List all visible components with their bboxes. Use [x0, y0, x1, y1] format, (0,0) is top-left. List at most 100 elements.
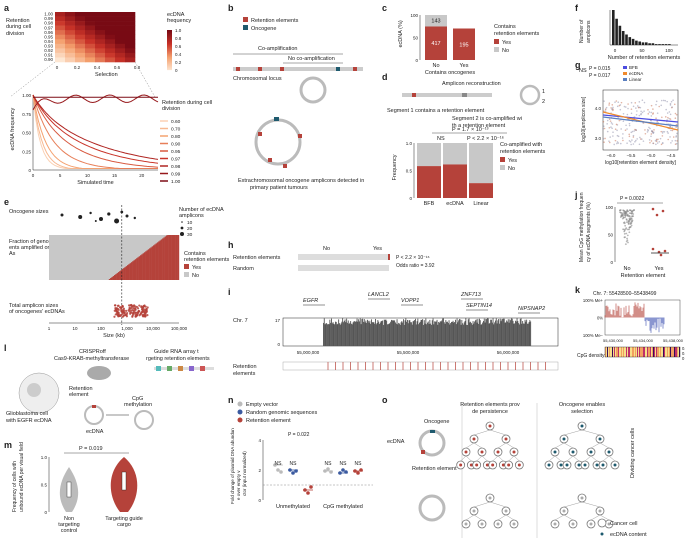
legend-label: 0.98	[171, 164, 181, 170]
coverage-bar	[468, 319, 469, 346]
bar-yes	[166, 235, 168, 280]
heat-cell	[105, 53, 115, 58]
amplicon-dot	[132, 314, 134, 316]
o-branch	[461, 456, 466, 461]
g-legend-label: ecDNA	[629, 71, 643, 76]
o-t1b: de persistence	[472, 409, 508, 415]
g-legend-label: BFB	[629, 65, 638, 70]
g-point	[609, 127, 611, 129]
g-point	[629, 123, 631, 125]
heat-cell	[125, 12, 135, 17]
colorbar-step	[167, 68, 172, 69]
o-content	[507, 464, 510, 467]
g-point	[651, 140, 653, 142]
gene-label: NIPSNAP2	[518, 306, 545, 312]
j-point-no	[626, 241, 628, 243]
g-point	[647, 130, 649, 132]
g-point	[625, 124, 627, 126]
amplicon-dot	[138, 314, 140, 316]
colorbar-tick: 0.4	[175, 52, 182, 57]
c-legend-yes: Yes	[502, 40, 511, 46]
g-point	[626, 128, 628, 130]
g-point	[651, 131, 653, 133]
o-branch	[591, 456, 597, 461]
heat-cell	[75, 26, 85, 31]
g-point	[670, 118, 672, 120]
bar-yes	[150, 247, 152, 280]
i-track1: Retention	[233, 364, 257, 370]
g-point	[633, 143, 635, 145]
cpg-cell	[667, 347, 668, 357]
m-cat2b: cargo	[117, 522, 131, 528]
colorbar-step	[167, 60, 172, 61]
g-point	[611, 104, 613, 106]
m-p: P = 0.019	[79, 446, 103, 452]
coverage-bar	[497, 320, 498, 346]
coverage-bar	[498, 319, 499, 346]
o-branch	[506, 443, 514, 448]
g-point	[633, 106, 635, 108]
g-point	[624, 106, 626, 108]
g-point	[612, 135, 614, 137]
g-legend-label: Linear	[629, 77, 642, 82]
coverage-bar	[409, 320, 410, 346]
heat-cell	[115, 53, 125, 58]
heat-cell	[65, 48, 75, 53]
cpg-cell	[637, 347, 638, 357]
d-n1: 1	[542, 89, 545, 95]
o-content	[473, 438, 476, 441]
coverage-bar	[505, 322, 506, 346]
locus-marker	[336, 67, 340, 71]
chromosome	[233, 67, 363, 71]
oncogene-dot	[99, 217, 103, 221]
cpg-cell	[669, 347, 670, 357]
n-ns: NS	[290, 461, 298, 467]
line-chart-a: 1.00 0.75 0.50 0.25 00 5 10 15 20 Simulated time e…	[8, 90, 183, 190]
coverage-bar	[413, 321, 414, 346]
g-point	[656, 101, 658, 103]
g-point	[670, 103, 672, 105]
h-row-random: Random	[233, 266, 254, 272]
e-xtick: 1,000	[121, 326, 133, 331]
coverage-bar	[511, 318, 512, 346]
g-point	[603, 138, 605, 140]
o-content	[554, 523, 557, 526]
coverage-bar	[474, 322, 475, 346]
series-line	[33, 95, 158, 169]
coverage-bar	[500, 319, 501, 346]
o-branch	[555, 515, 564, 520]
b-legend-onc: Oncogene	[251, 26, 276, 32]
o-content	[608, 451, 611, 454]
coverage-bar	[328, 324, 329, 346]
bar-yes	[126, 266, 128, 280]
n-cat1: Unmethylated	[276, 504, 310, 510]
g-point	[657, 142, 659, 144]
amplicon-dot	[128, 308, 130, 310]
dcas9	[87, 366, 111, 380]
coverage-bar	[506, 320, 507, 346]
g-point	[671, 106, 673, 108]
j-point-no	[622, 209, 624, 211]
coverage-bar	[522, 321, 523, 346]
g-point	[647, 109, 649, 111]
heat-cell	[115, 35, 125, 40]
cpg-cell	[611, 347, 612, 357]
cpg-cell	[613, 347, 614, 357]
cpg-cell	[643, 347, 644, 357]
gene-label: EGFR	[303, 298, 318, 304]
coverage-bar	[425, 324, 426, 346]
coverage-bar	[391, 320, 392, 346]
coverage-bar	[493, 318, 494, 346]
coverage-bar	[529, 322, 530, 346]
coverage-bar	[524, 324, 525, 346]
amplicon-dot	[141, 311, 143, 313]
g-legend-swatch	[623, 72, 627, 75]
cpg-cell	[632, 347, 633, 357]
n-point	[291, 471, 295, 475]
amplicon-dot	[114, 310, 116, 312]
coverage-bar	[397, 324, 398, 346]
coverage-bar	[528, 324, 529, 346]
gene-label: VOPP1	[401, 298, 419, 304]
g-point	[671, 140, 673, 142]
g-point	[643, 110, 645, 112]
